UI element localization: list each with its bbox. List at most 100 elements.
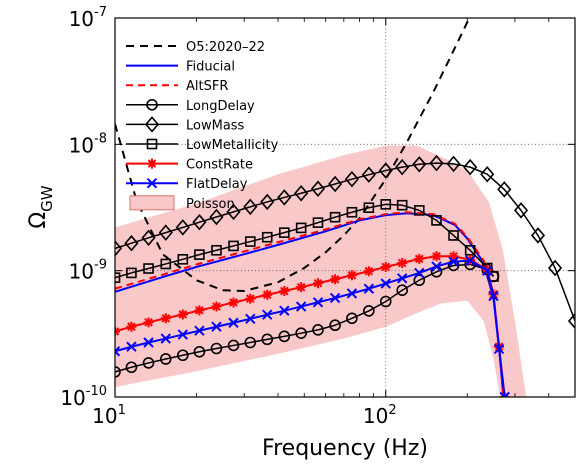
data-point-longdelay	[413, 274, 426, 287]
data-point-flatdelay	[262, 309, 273, 320]
data-point-lowmass	[141, 229, 156, 247]
tick-label-base: 10	[60, 386, 85, 410]
data-point-lowmass	[513, 202, 529, 219]
data-point-flatdelay	[160, 333, 171, 344]
data-point-lowmass	[344, 170, 359, 188]
data-point-flatdelay	[464, 255, 476, 266]
data-point-constrate	[245, 293, 256, 304]
tick-label-base: 10	[69, 7, 94, 31]
data-point-lowmass	[175, 219, 190, 236]
data-point-longdelay	[142, 357, 155, 369]
legend-marker-longdelay	[146, 99, 158, 111]
data-point-flatdelay	[211, 321, 222, 332]
legend-entry-constrate: ConstRate	[126, 158, 253, 173]
legend-label-longdelay: LongDelay	[186, 99, 255, 114]
data-point-lowmass	[226, 203, 241, 221]
series-line-lowmetallicity	[115, 203, 495, 279]
data-point-lowmass	[124, 234, 139, 252]
data-point-lowmetallicity	[160, 258, 172, 270]
legend-label-o5-2020-22: O5:2020–22	[186, 40, 265, 55]
data-point-flatdelay	[396, 273, 408, 284]
data-point-lowmetallicity	[228, 240, 239, 252]
data-point-longdelay	[363, 305, 375, 317]
data-point-constrate	[397, 257, 408, 268]
data-point-lowmetallicity	[413, 205, 425, 216]
data-point-flatdelay	[143, 337, 154, 348]
series-line-o5-2020-22	[115, 18, 471, 293]
data-point-flatdelay	[363, 283, 375, 294]
data-point-longdelay	[295, 327, 307, 339]
data-point-longdelay	[125, 361, 138, 374]
legend: O5:2020–22 Fiducial AltSFR LongDelay LowMass…	[126, 40, 279, 212]
data-point-longdelay	[244, 336, 257, 349]
data-point-constrate	[431, 251, 442, 262]
data-point-constrate	[194, 305, 205, 316]
data-point-lowmetallicity	[194, 249, 205, 260]
plot-frame	[114, 17, 576, 398]
tick-label-x-10e1: 101	[92, 403, 126, 428]
data-point-lowmass	[361, 166, 376, 183]
data-point-lowmetallicity	[126, 267, 137, 279]
data-point-lowmass	[429, 154, 444, 172]
data-point-lowmass	[463, 158, 478, 176]
data-point-flatdelay	[414, 267, 425, 279]
data-point-flatdelay	[431, 261, 442, 272]
data-point-lowmetallicity	[244, 236, 256, 247]
tick-label-y-10e-8: 10-8	[69, 131, 107, 157]
data-point-lowmetallicity	[396, 199, 408, 211]
data-point-flatdelay	[126, 341, 137, 352]
legend-label-fiducial: Fiducial	[186, 60, 235, 75]
tick-label-exp: -10	[86, 384, 107, 399]
data-point-longdelay	[278, 330, 291, 343]
data-point-lowmass	[480, 165, 495, 183]
tick-label-base: 10	[69, 260, 94, 284]
data-point-longdelay	[379, 295, 392, 308]
data-point-flatdelay	[312, 297, 324, 308]
data-point-lowmass	[378, 162, 393, 179]
data-point-constrate	[380, 261, 391, 272]
data-point-lowmass	[395, 158, 410, 176]
data-point-constrate	[448, 251, 459, 262]
data-point-flatdelay	[194, 325, 205, 336]
data-point-longdelay	[227, 339, 240, 352]
data-point-flatdelay	[499, 391, 510, 397]
data-point-constrate	[143, 317, 154, 328]
legend-entry-poisson: Poisson	[129, 195, 235, 212]
legend-marker-lowmass	[144, 116, 160, 133]
x-axis-label: Frequency (Hz)	[262, 436, 428, 461]
legend-marker-lowmetallicity	[146, 138, 158, 150]
legend-label-poisson: Poisson	[186, 197, 235, 212]
legend-marker-flatdelay	[146, 177, 158, 189]
data-point-lowmetallicity	[380, 199, 392, 210]
y-axis-label-sub: GW	[38, 185, 56, 212]
data-point-lowmetallicity	[177, 254, 189, 265]
series-lowmetallicity	[115, 199, 499, 283]
data-point-lowmetallicity	[261, 231, 273, 243]
data-point-longdelay	[193, 345, 206, 358]
legend-label-constrate: ConstRate	[186, 158, 253, 173]
tick-label-base: 10	[363, 404, 388, 428]
data-point-longdelay	[115, 366, 121, 378]
legend-label-lowmetallicity: LowMetallicity	[186, 138, 279, 153]
data-point-flatdelay	[346, 288, 358, 299]
series-flatdelay	[115, 255, 510, 397]
tick-label-y-10e-10: 10-10	[60, 384, 107, 410]
data-point-flatdelay	[177, 329, 189, 340]
data-point-lowmetallicity	[431, 215, 442, 226]
data-point-lowmass	[567, 312, 575, 330]
data-point-lowmass	[243, 198, 258, 216]
data-point-lowmass	[328, 175, 343, 193]
data-point-lowmetallicity	[143, 263, 154, 274]
legend-entry-altsfr: AltSFR	[126, 79, 228, 94]
data-point-lowmass	[115, 240, 123, 257]
data-point-flatdelay	[329, 292, 341, 304]
data-point-lowmass	[158, 224, 173, 241]
series-line-flatdelay	[115, 259, 506, 397]
data-point-flatdelay	[245, 313, 256, 324]
data-point-lowmetallicity	[279, 227, 290, 238]
y-axis-label-main: Ω	[26, 212, 51, 229]
legend-entry-fiducial: Fiducial	[126, 60, 235, 75]
data-point-lowmass	[277, 189, 292, 206]
tick-label-exp: -8	[94, 131, 107, 146]
